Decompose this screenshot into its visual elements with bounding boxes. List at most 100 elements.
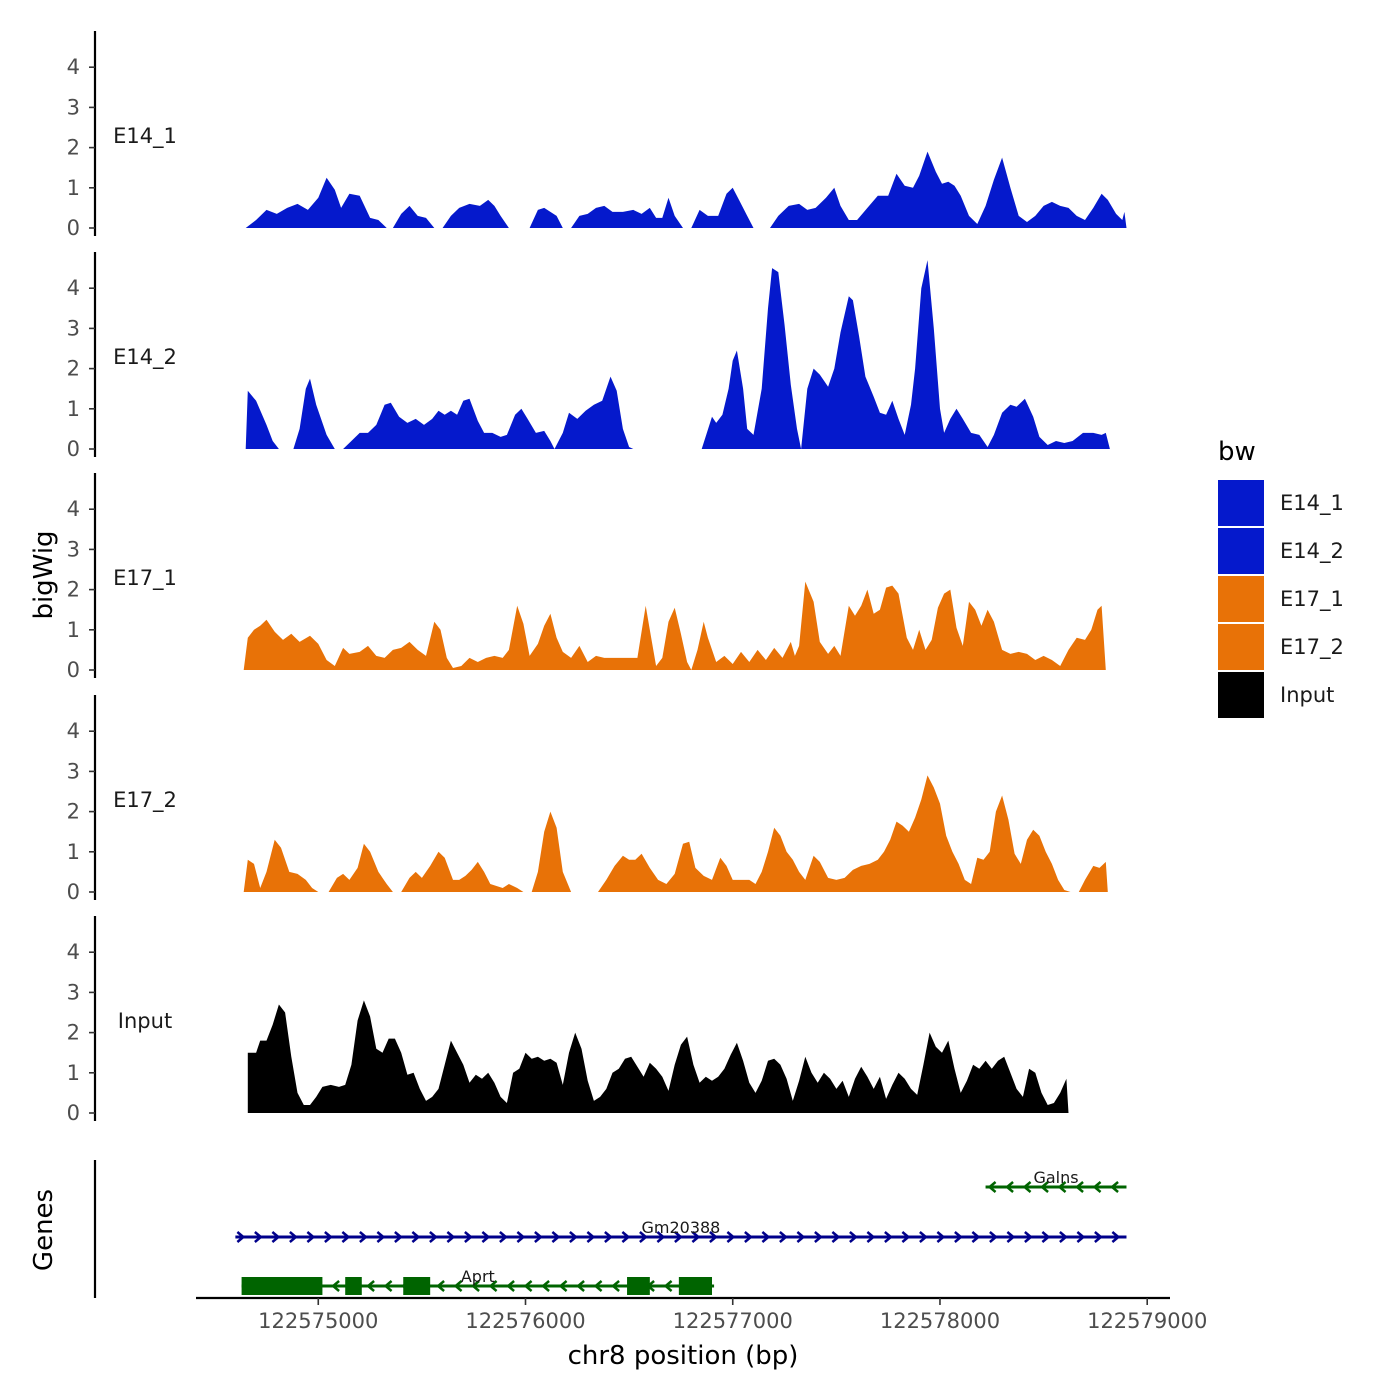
y-tick-label: 2 [67,357,80,381]
track-label-E17_2: E17_2 [113,788,177,813]
y-axis-title: bigWig [29,530,59,619]
x-tick-label: 122575000 [258,1309,378,1333]
legend-label-E17_2: E17_2 [1280,635,1344,660]
strand-arrow-icon [383,1280,393,1292]
strand-arrow-icon [499,1231,508,1243]
strand-arrow-icon [987,1181,997,1193]
strand-arrow-icon [1110,1181,1119,1193]
strand-arrow-icon [471,1280,480,1292]
strand-arrow-icon [989,1231,998,1243]
gene-Galns: Galns [985,1168,1127,1193]
strand-arrow-icon [919,1231,928,1243]
y-tick-label: 3 [67,95,80,119]
y-tick-label: 2 [67,800,80,824]
strand-arrow-icon [726,1231,736,1243]
y-tick-label: 1 [67,176,80,200]
y-tick-label: 0 [67,658,80,682]
strand-arrow-icon [429,1231,438,1243]
legend-title: bw [1218,437,1256,467]
y-tick-label: 0 [67,216,80,240]
y-tick-label: 1 [67,397,80,421]
strand-arrow-icon [1094,1231,1103,1243]
strand-arrow-icon [569,1231,578,1243]
y-tick-label: 2 [67,1021,80,1045]
strand-arrow-icon [359,1231,368,1243]
x-tick-label: 122577000 [673,1309,793,1333]
gene-Aprt: Aprt [241,1267,715,1295]
strand-arrow-icon [1022,1181,1032,1193]
strand-arrow-icon [1005,1181,1014,1193]
legend-swatch-E17_2 [1218,624,1264,670]
strand-arrow-icon [954,1231,963,1243]
y-tick-label: 2 [67,578,80,602]
strand-arrow-icon [901,1231,911,1243]
strand-arrow-icon [1092,1181,1102,1193]
legend-swatch-E14_1 [1218,480,1264,526]
strand-arrow-icon [1040,1181,1049,1193]
track-label-E14_2: E14_2 [113,345,177,370]
gene-panel-title: Genes [29,1189,59,1271]
track-Input: 0 1 2 3 4 Input [67,916,1069,1125]
strand-arrow-icon [639,1231,648,1243]
x-tick-label: 122578000 [880,1309,1000,1333]
y-tick-label: 4 [67,276,80,300]
gene-panel: Galns Gm20388 Aprt [93,1160,1127,1298]
x-tick-label: 122576000 [465,1309,585,1333]
strand-arrow-icon [1024,1231,1033,1243]
strand-arrow-icon [236,1231,246,1243]
track-E14_1: 0 1 2 3 4 E14_1 [67,31,1127,240]
strand-arrow-icon [516,1231,526,1243]
strand-arrow-icon [558,1280,568,1292]
y-tick-label: 4 [67,497,80,521]
area-Input [247,1000,1069,1113]
track-E14_2: 0 1 2 3 4 E14_2 [67,252,1110,461]
strand-arrow-icon [481,1231,491,1243]
strand-arrow-icon [604,1231,613,1243]
strand-arrow-icon [271,1231,281,1243]
strand-arrow-icon [341,1231,351,1243]
strand-arrow-icon [709,1231,718,1243]
y-tick-label: 0 [67,437,80,461]
gene-Gm20388: Gm20388 [235,1218,1127,1243]
strand-arrow-icon [394,1231,403,1243]
legend-swatch-E17_1 [1218,576,1264,622]
strand-arrow-icon [1006,1231,1016,1243]
strand-arrow-icon [674,1231,683,1243]
strand-arrow-icon [464,1231,473,1243]
strand-arrow-icon [691,1231,701,1243]
area-E17_1 [243,581,1106,670]
track-E17_2: 0 1 2 3 4 E17_2 [67,695,1108,904]
strand-arrow-icon [411,1231,421,1243]
gene-label: Gm20388 [641,1218,720,1237]
legend-swatch-Input [1218,672,1264,718]
exon [345,1277,362,1295]
strand-arrow-icon [534,1231,543,1243]
strand-arrow-icon [936,1231,946,1243]
strand-arrow-icon [611,1280,620,1292]
strand-arrow-icon [1041,1231,1051,1243]
strand-arrow-icon [744,1231,753,1243]
strand-arrow-icon [621,1231,631,1243]
strand-arrow-icon [1057,1181,1067,1193]
strand-arrow-icon [576,1280,585,1292]
strand-arrow-icon [586,1231,596,1243]
gene-label: Aprt [461,1267,495,1286]
strand-arrow-icon [453,1280,463,1292]
strand-arrow-icon [884,1231,893,1243]
area-E14_1 [245,151,1127,228]
signal-tracks: 0 1 2 3 4 E14_1 0 1 2 3 4 E14_2 0 1 2 3 4 E17_1 0 1 2 3 4 E17_2… [67,31,1127,1125]
strand-arrow-icon [1076,1231,1086,1243]
strand-arrow-icon [656,1231,666,1243]
y-tick-label: 1 [67,840,80,864]
track-E17_1: 0 1 2 3 4 E17_1 [67,473,1106,682]
strand-arrow-icon [376,1231,386,1243]
x-tick-label: 122579000 [1087,1309,1207,1333]
y-tick-label: 4 [67,55,80,79]
legend-label-E14_1: E14_1 [1280,491,1344,516]
strand-arrow-icon [324,1231,333,1243]
strand-arrow-icon [331,1280,340,1292]
y-tick-label: 3 [67,537,80,561]
x-axis-title: chr8 position (bp) [568,1341,799,1371]
y-tick-label: 3 [67,316,80,340]
strand-arrow-icon [1059,1231,1068,1243]
